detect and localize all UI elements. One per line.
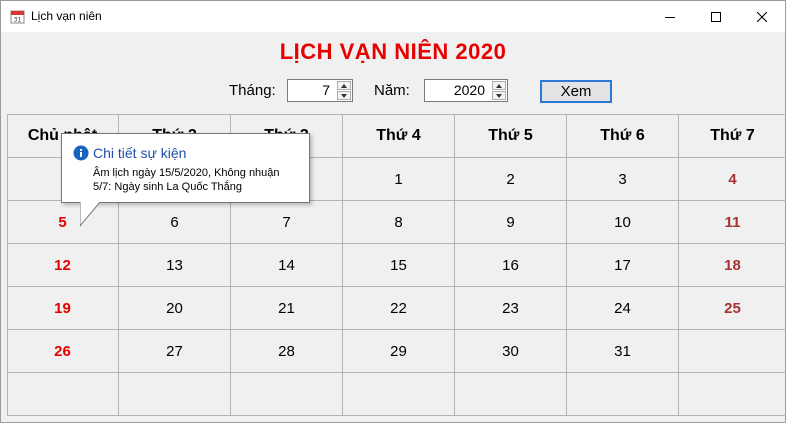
view-button[interactable]: Xem	[540, 80, 612, 103]
day-cell[interactable]	[679, 330, 786, 373]
day-cell[interactable]: 25	[679, 287, 786, 330]
arrow-down-icon	[341, 93, 347, 98]
day-cell[interactable]: 12	[7, 244, 119, 287]
day-cell[interactable]	[455, 373, 567, 416]
day-cell[interactable]: 26	[7, 330, 119, 373]
title-bar: 31 Lịch vạn niên	[1, 1, 785, 32]
page-title: LỊCH VẠN NIÊN 2020	[279, 39, 507, 64]
maximize-icon	[711, 11, 721, 22]
month-down-button[interactable]	[337, 91, 351, 100]
day-cell[interactable]: 31	[567, 330, 679, 373]
day-cell[interactable]	[119, 373, 231, 416]
day-cell[interactable]: 17	[567, 244, 679, 287]
day-cell[interactable]: 11	[679, 201, 786, 244]
year-up-button[interactable]	[492, 81, 506, 90]
minimize-button[interactable]	[647, 1, 693, 32]
minimize-icon	[665, 16, 675, 18]
tooltip-pointer	[80, 202, 101, 227]
arrow-up-icon	[341, 83, 347, 88]
day-cell[interactable]: 1	[343, 158, 455, 201]
svg-text:31: 31	[14, 17, 22, 24]
day-cell[interactable]: 13	[119, 244, 231, 287]
day-cell[interactable]: 2	[455, 158, 567, 201]
window-title: Lịch vạn niên	[31, 9, 102, 23]
tooltip-event: 5/7: Ngày sinh La Quốc Thắng	[93, 181, 243, 193]
month-stepper[interactable]: 7	[287, 79, 353, 102]
day-cell[interactable]: 8	[343, 201, 455, 244]
month-up-button[interactable]	[337, 81, 351, 90]
day-cell[interactable]: 4	[679, 158, 786, 201]
month-label: Tháng:	[229, 82, 276, 99]
day-cell[interactable]: 15	[343, 244, 455, 287]
day-cell[interactable]: 22	[343, 287, 455, 330]
day-cell[interactable]	[567, 373, 679, 416]
day-cell[interactable]: 7	[231, 201, 343, 244]
info-icon	[73, 145, 89, 161]
day-cell[interactable]: 24	[567, 287, 679, 330]
day-cell[interactable]: 28	[231, 330, 343, 373]
day-cell[interactable]: 3	[567, 158, 679, 201]
day-cell[interactable]	[7, 373, 119, 416]
day-cell[interactable]	[343, 373, 455, 416]
day-cell[interactable]: 29	[343, 330, 455, 373]
day-cell[interactable]: 27	[119, 330, 231, 373]
day-cell[interactable]: 14	[231, 244, 343, 287]
tooltip-title: Chi tiết sự kiện	[93, 145, 187, 161]
close-button[interactable]	[739, 1, 785, 32]
year-label: Năm:	[374, 82, 410, 99]
year-value: 2020	[453, 82, 485, 98]
tooltip-lunar-date: Âm lịch ngày 15/5/2020, Không nhuận	[93, 167, 280, 179]
day-cell[interactable]: 9	[455, 201, 567, 244]
day-header: Thứ 4	[343, 114, 455, 158]
event-tooltip: Chi tiết sự kiện Âm lịch ngày 15/5/2020,…	[61, 133, 310, 203]
close-icon	[757, 11, 767, 22]
arrow-down-icon	[496, 93, 502, 98]
calendar-icon: 31	[10, 10, 25, 24]
day-cell[interactable]: 23	[455, 287, 567, 330]
day-header: Thứ 7	[679, 114, 786, 158]
maximize-button[interactable]	[693, 1, 739, 32]
day-cell[interactable]	[679, 373, 786, 416]
day-cell[interactable]	[231, 373, 343, 416]
day-header: Thứ 5	[455, 114, 567, 158]
year-down-button[interactable]	[492, 91, 506, 100]
day-cell[interactable]: 19	[7, 287, 119, 330]
calendar-grid-frame	[7, 114, 786, 416]
day-cell[interactable]: 16	[455, 244, 567, 287]
day-cell[interactable]: 5	[7, 201, 119, 244]
day-header: Thứ 6	[567, 114, 679, 158]
day-cell[interactable]: 21	[231, 287, 343, 330]
day-cell[interactable]: 20	[119, 287, 231, 330]
day-cell[interactable]: 30	[455, 330, 567, 373]
year-stepper[interactable]: 2020	[424, 79, 508, 102]
month-value: 7	[322, 82, 330, 98]
day-cell[interactable]: 10	[567, 201, 679, 244]
day-cell[interactable]: 6	[119, 201, 231, 244]
day-cell[interactable]: 18	[679, 244, 786, 287]
arrow-up-icon	[496, 83, 502, 88]
